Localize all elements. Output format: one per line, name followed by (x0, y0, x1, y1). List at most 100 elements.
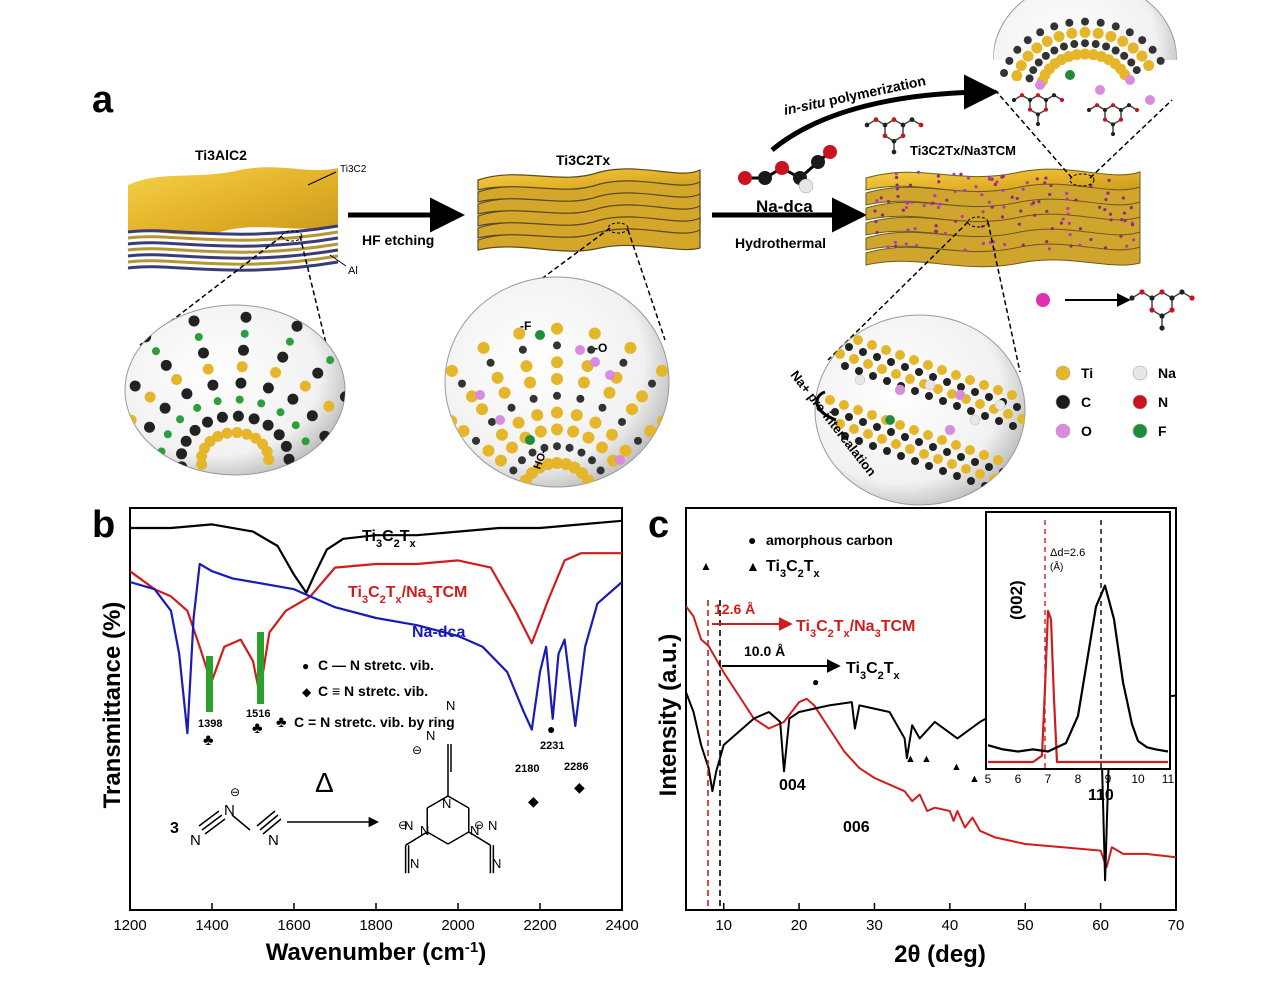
legend-label-o: O (1081, 423, 1092, 439)
x-tick-label: 1600 (277, 917, 310, 934)
ftir-line-2 (130, 562, 622, 735)
ti3alc2-block (127, 167, 339, 272)
na-dca-label: Na-dca (756, 197, 813, 216)
al-pointer (329, 254, 347, 267)
legend-swatch-c (1055, 394, 1071, 410)
legend-label-f: F (1158, 423, 1167, 439)
ti3c2-pointer-label: Ti3C2 (340, 164, 367, 175)
ftir-line-0 (130, 519, 622, 594)
inset-plane-label: (002) (1007, 580, 1026, 620)
charge: ⊖ (398, 818, 408, 832)
heat-symbol: Δ (315, 767, 334, 798)
diamond-symbol: ◆ (528, 793, 539, 809)
polymerization-arrow (770, 74, 999, 152)
triangle-marker: ▲ (905, 753, 916, 765)
n-atom: N (470, 823, 479, 838)
x-tick-label: 2400 (605, 917, 638, 934)
zoom-spot (1069, 173, 1095, 187)
zoom-line (1089, 99, 1173, 179)
peak-label: 2231 (540, 740, 564, 752)
panel-c-label: c (648, 504, 669, 546)
panel-b-label: b (92, 504, 115, 546)
legend-ti3c2tx-c: Ti3C2Tx (766, 558, 821, 580)
diamond-symbol: ◆ (574, 779, 585, 795)
arrow-label-product: Ti3C2Tx/Na3TCM (796, 618, 915, 640)
ti3c2tx-label: Ti3C2Tx (556, 152, 610, 168)
panel-b: b 1200 1400 1600 1800 2000 2200 2400 Transmitt… (92, 504, 639, 966)
zoom-line (299, 235, 331, 361)
magnifier-polymer (993, 0, 1177, 137)
x-ticks-c: 10 20 30 40 50 60 70 (715, 903, 1184, 934)
panel-c: c 10 20 30 40 50 60 70 Intensity (a.u.) 2θ (de… (648, 504, 1184, 968)
spacing-product: 12.6 Å (714, 601, 755, 617)
ftir-series (130, 519, 622, 735)
inset-tick-label: 5 (985, 772, 992, 786)
peak-label: 1398 (198, 718, 222, 730)
legend-label-na: Na (1158, 365, 1176, 381)
triangle-marker: ▲ (969, 773, 980, 785)
n-atom: N (224, 802, 235, 819)
spacing-mxene: 10.0 Å (744, 643, 785, 659)
zoom-line (827, 221, 969, 361)
legend-dot-symbol: ● (748, 532, 756, 548)
n-atom: N (442, 796, 451, 811)
product-stack (865, 168, 1141, 268)
dot-symbol: ● (547, 721, 555, 737)
inset-002: (002) Δd=2.6 (Å) 5 6 7 8 9 10 11 (985, 511, 1175, 786)
al-pointer-label: Al (348, 265, 358, 277)
diamond-symbol: ◆ (302, 685, 312, 699)
inset-tick-label: 8 (1075, 772, 1082, 786)
polymer-molecule (864, 117, 924, 155)
club-symbol: ♣ (252, 720, 263, 737)
series-label-ti3c2tx-b: Ti3C2Tx (362, 528, 417, 550)
zoom-line (139, 235, 283, 346)
arrow-label-mxene: Ti3C2Tx (846, 660, 901, 682)
reaction-coefficient: 3 (170, 820, 179, 837)
triangle-marker: ▲ (951, 761, 962, 773)
peak-marker-1398 (206, 656, 213, 712)
series-label-product-b: Ti3C2Tx/Na3TCM (348, 584, 467, 606)
hf-etching-label: HF etching (362, 232, 434, 248)
n-atom: N (268, 832, 279, 849)
charge: ⊖ (412, 743, 422, 757)
club-symbol: ♣ (203, 732, 214, 749)
n-atom: N (446, 698, 455, 713)
zoom-spot (281, 230, 303, 242)
annotation-cn-ring: C = N stretc. vib. by ring (294, 714, 455, 730)
x-tick-label: 2000 (441, 917, 474, 934)
peak-label-006: 006 (843, 819, 870, 836)
inset-line-0 (988, 609, 1168, 764)
inset-tick-label: 10 (1131, 772, 1145, 786)
n-atom: N (420, 823, 429, 838)
zoom-spot (967, 216, 989, 228)
peak-label-004: 004 (779, 777, 806, 794)
n-atom: N (410, 856, 419, 871)
legend-swatch-na (1132, 365, 1148, 381)
inset-delta-label: Δd=2.6 (1050, 547, 1085, 559)
n-atom: N (190, 832, 201, 849)
panel-a: a Ti3AlC2 Ti3C2 Al (92, 0, 1195, 506)
ti3alc2-label: Ti3AlC2 (195, 147, 247, 163)
n-atom: N (404, 818, 413, 833)
x-axis-label-c: 2θ (deg) (894, 941, 986, 968)
x-tick-label: 60 (1092, 917, 1109, 934)
x-tick-label: 1200 (113, 917, 146, 934)
xrd-line-0 (686, 605, 1176, 869)
inset-tick-label: 7 (1045, 772, 1052, 786)
dicyanamide-structure (198, 810, 282, 835)
na-ion (1036, 293, 1050, 307)
legend-swatch-n (1132, 394, 1148, 410)
zoom-spot (607, 222, 629, 234)
legend-swatch-ti (1055, 365, 1071, 381)
peak-label: 2180 (515, 763, 539, 775)
legend-label-n: N (1158, 394, 1168, 410)
inset-line-1 (988, 584, 1169, 753)
product-label: Ti3C2Tx/Na3TCM (910, 143, 1016, 158)
x-tick-label: 30 (866, 917, 883, 934)
n-atom: N (426, 728, 435, 743)
plot-frame-c (685, 507, 1177, 911)
legend-label-c: C (1081, 394, 1091, 410)
series-label-nadca-b: Na-dca (412, 624, 465, 641)
